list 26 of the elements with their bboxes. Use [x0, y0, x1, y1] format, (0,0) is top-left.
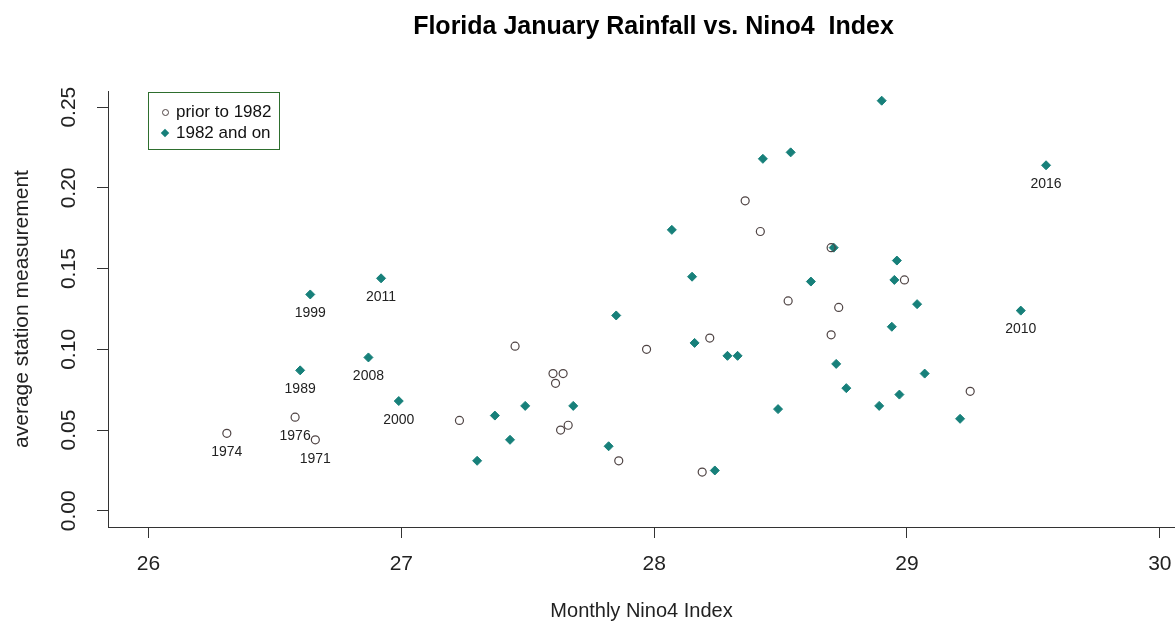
x-tick-label: 29: [895, 551, 919, 575]
x-tick-label: 27: [389, 551, 413, 575]
annotation: 2016: [1030, 175, 1062, 192]
annotation: 2010: [1005, 320, 1037, 337]
annotation: 1971: [299, 449, 332, 466]
x-axis-title: Monthly Nino4 Index: [550, 598, 733, 621]
annotation: 1976: [279, 427, 311, 444]
y-axis-title: average station measurement: [9, 169, 33, 448]
y-tick-label: 0.15: [56, 248, 80, 290]
y-tick-label: 0.25: [56, 86, 80, 128]
chart-title: Florida January Rainfall vs. Nino4 Index: [412, 10, 895, 40]
y-tick-label: 0.00: [56, 490, 80, 532]
legend-label: prior to 1982: [176, 101, 272, 122]
y-tick-label: 0.20: [56, 167, 80, 209]
x-tick-label: 30: [1148, 551, 1172, 575]
annotation: 2008: [352, 367, 385, 384]
y-tick-label: 0.05: [56, 409, 80, 451]
annotation: 1999: [294, 304, 327, 321]
annotation: 1989: [284, 380, 316, 397]
annotation: 2011: [366, 288, 397, 305]
annotation: 1974: [211, 443, 243, 460]
x-tick-label: 26: [136, 551, 161, 575]
x-tick-label: 28: [642, 551, 666, 575]
legend-label: 1982 and on: [176, 122, 271, 143]
annotation: 2000: [383, 410, 415, 427]
y-tick-label: 0.10: [56, 328, 80, 370]
